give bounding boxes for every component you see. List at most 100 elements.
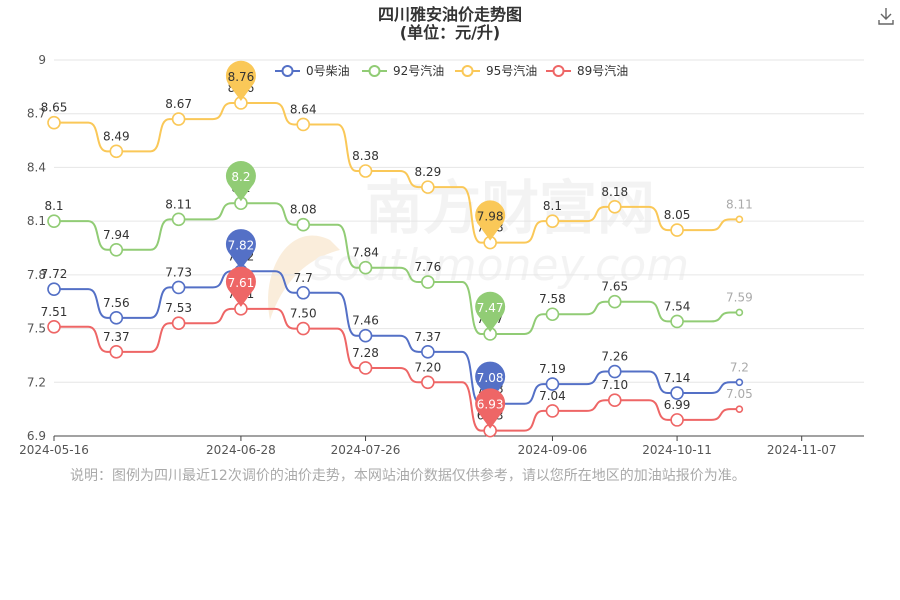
legend-item[interactable]: 89号汽油 — [546, 63, 628, 78]
data-point[interactable] — [47, 282, 61, 296]
data-label: 7.28 — [352, 346, 379, 360]
data-point[interactable] — [296, 285, 311, 300]
data-label: 7.53 — [165, 301, 192, 315]
data-label: 8.08 — [290, 203, 317, 217]
y-tick-label: 7.2 — [27, 375, 46, 389]
pin-label: 8.76 — [228, 70, 255, 84]
data-point[interactable] — [109, 311, 124, 325]
pin-marker: 7.08 — [475, 361, 506, 402]
data-point[interactable] — [607, 364, 622, 379]
data-label: 8.65 — [41, 101, 68, 115]
data-point[interactable] — [545, 404, 560, 418]
pin-marker: 7.61 — [225, 266, 256, 307]
data-point[interactable] — [358, 328, 373, 343]
data-point[interactable] — [47, 319, 61, 334]
legend-item[interactable]: 92号汽油 — [362, 63, 444, 78]
series-line — [54, 101, 740, 244]
data-label: 7.72 — [41, 267, 68, 281]
data-point[interactable] — [171, 212, 186, 227]
data-point[interactable] — [545, 307, 560, 322]
data-point[interactable] — [670, 386, 684, 400]
legend-label: 92号汽油 — [393, 63, 444, 78]
pin-label: 7.82 — [228, 238, 255, 252]
x-tick-label: 2024-09-06 — [518, 443, 588, 457]
pins: 7.82 7.08 8.2 7.47 8.76 7.98 7.61 6.93 — [225, 60, 506, 429]
data-label: 8.11 — [726, 197, 753, 211]
watermark-logo: 南方财富网 southmoney.com — [268, 174, 689, 320]
chart-subtitle: (单位：元/升) — [400, 23, 500, 42]
data-point[interactable] — [358, 164, 373, 178]
data-point[interactable] — [670, 223, 684, 237]
pin-shape — [475, 291, 506, 332]
pin-shape — [225, 229, 256, 270]
data-point[interactable] — [296, 217, 311, 232]
data-point[interactable] — [735, 308, 744, 317]
pin-marker: 7.47 — [475, 291, 506, 332]
data-label: 8.38 — [352, 149, 379, 163]
data-point[interactable] — [670, 314, 684, 329]
data-point[interactable] — [171, 112, 186, 126]
data-point[interactable] — [607, 294, 622, 309]
data-point[interactable] — [358, 361, 373, 375]
legend-item[interactable]: 0号柴油 — [275, 64, 350, 78]
pin-label: 7.61 — [228, 276, 255, 290]
data-label: 8.18 — [601, 185, 628, 199]
data-point[interactable] — [607, 393, 622, 407]
x-tick-label: 2024-11-07 — [767, 443, 837, 457]
data-point[interactable] — [421, 375, 435, 390]
data-point[interactable] — [171, 316, 186, 331]
series-line — [54, 202, 740, 335]
data-point[interactable] — [296, 117, 311, 132]
data-point[interactable] — [735, 405, 744, 413]
data-label: 8.1 — [44, 199, 63, 213]
x-tick-label: 2024-10-11 — [642, 443, 712, 457]
y-tick-label: 8.1 — [27, 214, 46, 228]
data-label: 6.99 — [664, 398, 691, 412]
data-point[interactable] — [109, 144, 124, 159]
x-tick-label: 2024-07-26 — [331, 443, 401, 457]
data-label: 7.10 — [601, 378, 628, 392]
data-label: 8.29 — [414, 165, 441, 179]
legend-label: 89号汽油 — [577, 63, 628, 78]
data-label: 8.11 — [165, 197, 192, 211]
download-button[interactable] — [876, 6, 896, 26]
pin-shape — [475, 388, 506, 429]
data-point[interactable] — [171, 280, 186, 295]
pin-shape — [225, 60, 256, 101]
data-point[interactable] — [47, 214, 61, 228]
data-label: 8.05 — [664, 208, 691, 222]
y-tick-label: 8.4 — [27, 160, 46, 174]
data-point[interactable] — [296, 321, 311, 336]
data-label: 7.7 — [294, 271, 313, 285]
data-label: 7.04 — [539, 389, 566, 403]
data-label: 7.51 — [41, 305, 68, 319]
data-point[interactable] — [545, 214, 560, 228]
series-line — [54, 270, 740, 405]
data-label: 7.76 — [414, 260, 441, 274]
data-label: 7.73 — [165, 265, 192, 279]
pin-label: 8.2 — [231, 170, 250, 184]
pin-label: 6.93 — [477, 398, 504, 412]
y-tick-label: 6.9 — [27, 429, 46, 443]
data-point[interactable] — [735, 215, 744, 224]
data-point[interactable] — [670, 413, 684, 427]
data-point[interactable] — [47, 115, 61, 130]
data-label: 7.65 — [601, 280, 628, 294]
pin-marker: 8.2 — [225, 161, 256, 202]
data-label: 7.26 — [601, 350, 628, 364]
data-point[interactable] — [109, 345, 124, 359]
data-point[interactable] — [735, 378, 744, 387]
data-point[interactable] — [421, 275, 435, 289]
grid — [54, 59, 864, 437]
pin-marker: 8.76 — [225, 60, 256, 101]
data-point[interactable] — [545, 377, 560, 391]
y-tick-label: 9 — [38, 53, 46, 67]
data-point[interactable] — [607, 200, 622, 214]
data-point[interactable] — [109, 242, 124, 257]
legend-item[interactable]: 95号汽油 — [455, 63, 537, 78]
axes: 6.9 7.2 7.5 7.8 8.1 8.4 8.7 9 2024-05-16 2024-06-… — [19, 53, 864, 457]
data-point[interactable] — [421, 180, 435, 194]
data-point[interactable] — [358, 260, 373, 275]
pin-marker: 7.82 — [225, 229, 256, 270]
data-point[interactable] — [421, 345, 435, 359]
